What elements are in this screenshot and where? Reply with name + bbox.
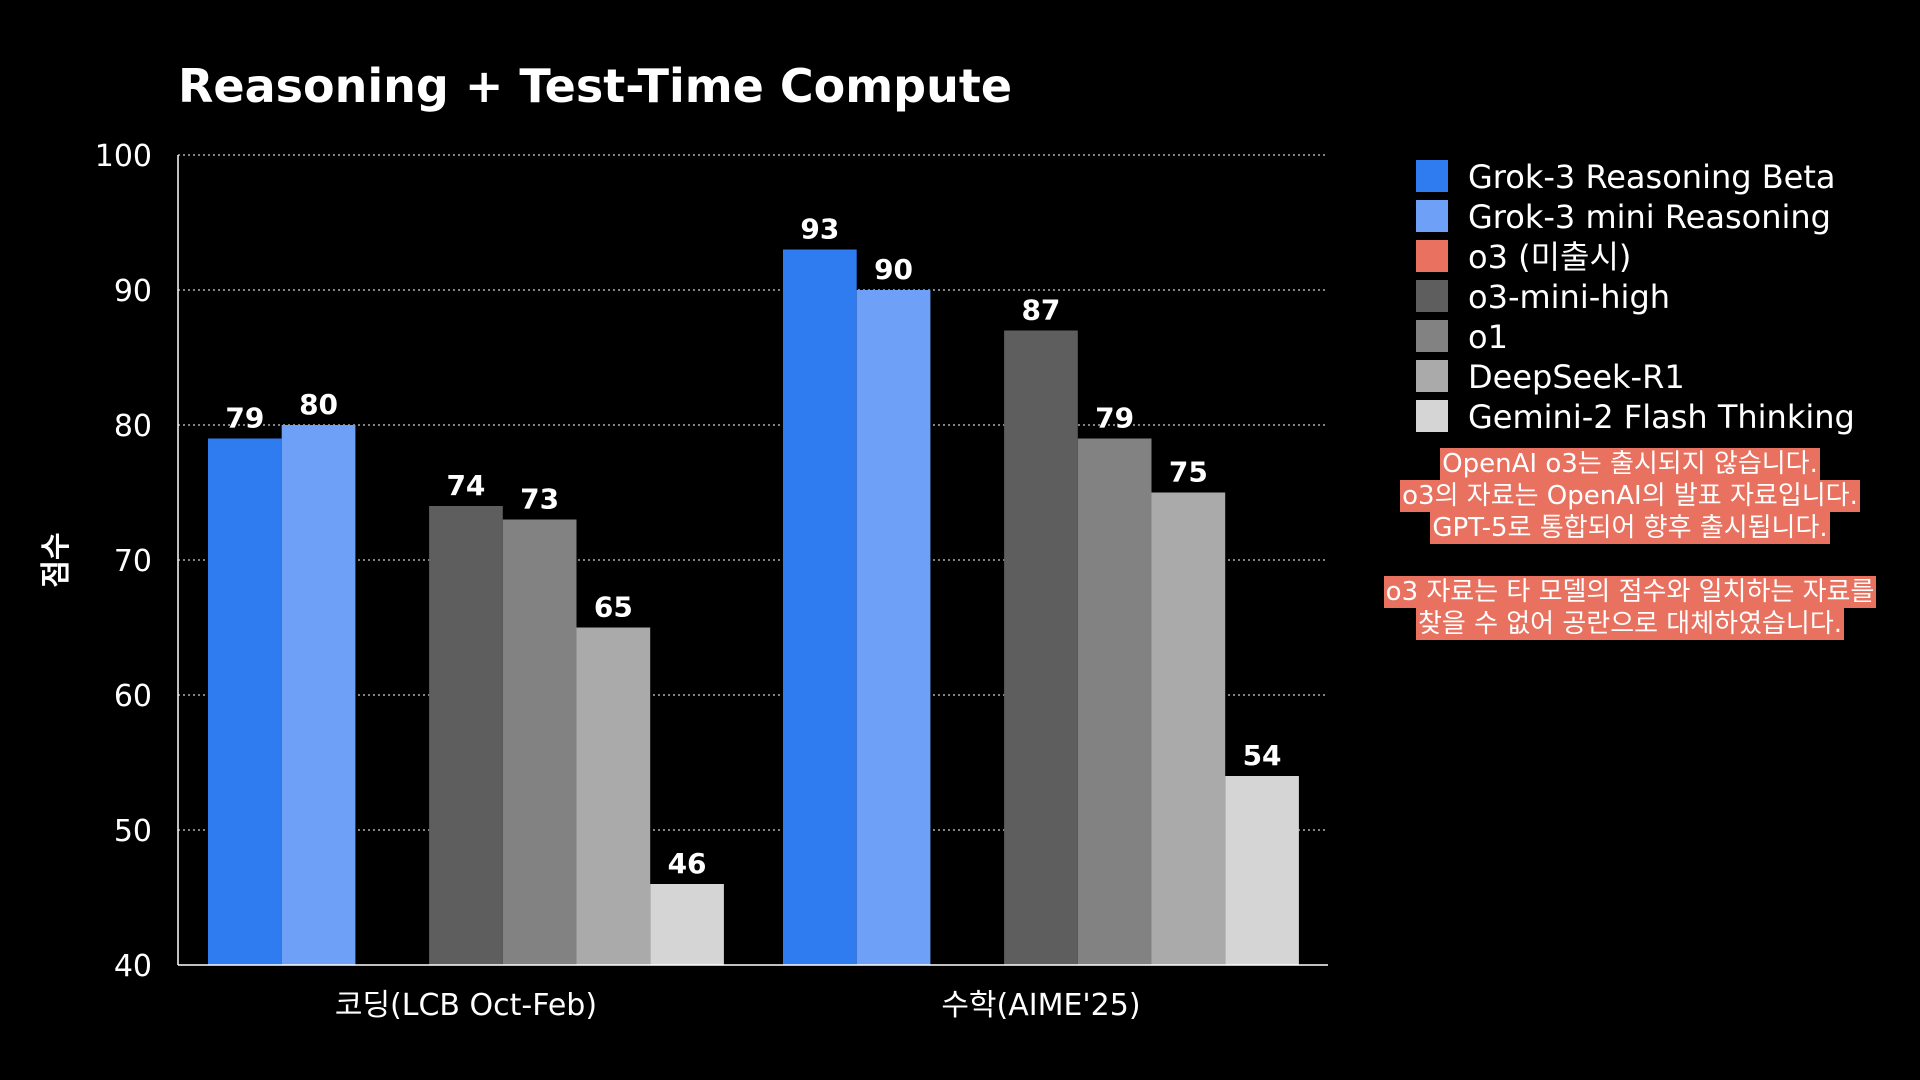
legend-swatch [1416, 280, 1448, 312]
bar [502, 519, 577, 965]
footnote-highlight: OpenAI o3는 출시되지 않습니다. o3의 자료는 OpenAI의 발표 … [1400, 448, 1860, 544]
bar [1151, 492, 1226, 965]
bar-value-label: 46 [668, 847, 707, 880]
footnote-line: o3 자료는 타 모델의 점수와 일치하는 자료를 [1385, 577, 1875, 607]
bar-value-label: 80 [299, 388, 338, 421]
footnote-line: GPT-5로 통합되어 향후 출시됩니다. [1432, 513, 1828, 543]
legend-label: Gemini-2 Flash Thinking [1468, 398, 1855, 436]
bar [1225, 776, 1299, 965]
legend-swatch [1416, 320, 1448, 352]
legend-label: o1 [1468, 318, 1508, 356]
legend-swatch [1416, 360, 1448, 392]
chart-title: Reasoning + Test-Time Compute [178, 59, 1012, 113]
footnote-highlight: o3 자료는 타 모델의 점수와 일치하는 자료를 찾을 수 없어 공란으로 대체… [1383, 576, 1877, 640]
legend-swatch [1416, 400, 1448, 432]
bar-value-label: 65 [594, 591, 633, 624]
footnote-line: o3의 자료는 OpenAI의 발표 자료입니다. [1402, 481, 1858, 511]
bars: 79 80 74 73 65 46 코딩(LCB Oct-Feb) 93 90 87 79 75 54 수… [208, 213, 1299, 1023]
bar [1077, 438, 1152, 965]
y-tick-label: 70 [114, 544, 152, 579]
bar [650, 884, 724, 965]
y-tick-label: 60 [114, 679, 152, 714]
legend-label: Grok-3 mini Reasoning [1468, 198, 1831, 236]
bar-value-label: 73 [520, 483, 559, 516]
bar-value-label: 93 [800, 213, 839, 246]
bar [576, 627, 651, 965]
x-category-label: 코딩(LCB Oct-Feb) [335, 988, 597, 1023]
bar-value-label: 87 [1021, 294, 1060, 327]
bar [208, 438, 282, 965]
y-tick-label: 50 [114, 814, 152, 849]
bar-value-label: 90 [874, 253, 913, 286]
bar-value-label: 54 [1243, 739, 1282, 772]
legend-swatch [1416, 200, 1448, 232]
y-tick-label: 80 [114, 409, 152, 444]
legend-label: Grok-3 Reasoning Beta [1468, 158, 1836, 196]
bar [1004, 330, 1078, 965]
bar-value-label: 74 [446, 469, 485, 502]
footnote-line: 찾을 수 없어 공란으로 대체하였습니다. [1417, 609, 1843, 639]
bar [429, 506, 503, 965]
gridlines: 40 50 60 70 80 90 100 [95, 139, 1328, 984]
bar [783, 249, 857, 965]
legend-label: o3 (미출시) [1468, 238, 1631, 276]
y-axis-label: 점수 [39, 532, 74, 587]
footnote-box: OpenAI o3는 출시되지 않습니다. o3의 자료는 OpenAI의 발표 … [1360, 448, 1900, 672]
bar [856, 290, 931, 965]
bar-value-label: 79 [1095, 402, 1134, 435]
legend-swatch [1416, 240, 1448, 272]
x-category-label: 수학(AIME'25) [941, 988, 1140, 1023]
footnote-paragraph: o3 자료는 타 모델의 점수와 일치하는 자료를 찾을 수 없어 공란으로 대체… [1360, 576, 1900, 640]
legend-label: o3-mini-high [1468, 278, 1670, 316]
legend-label: DeepSeek-R1 [1468, 358, 1685, 396]
bar-value-label: 75 [1169, 456, 1208, 489]
bar [281, 425, 356, 965]
footnote-paragraph: OpenAI o3는 출시되지 않습니다. o3의 자료는 OpenAI의 발표 … [1360, 448, 1900, 544]
y-tick-label: 100 [95, 139, 152, 174]
footnote-line: OpenAI o3는 출시되지 않습니다. [1442, 449, 1818, 479]
bar-value-label: 79 [225, 402, 264, 435]
y-tick-label: 90 [114, 274, 152, 309]
y-tick-label: 40 [114, 949, 152, 984]
legend-swatch [1416, 160, 1448, 192]
axes [177, 155, 1328, 966]
